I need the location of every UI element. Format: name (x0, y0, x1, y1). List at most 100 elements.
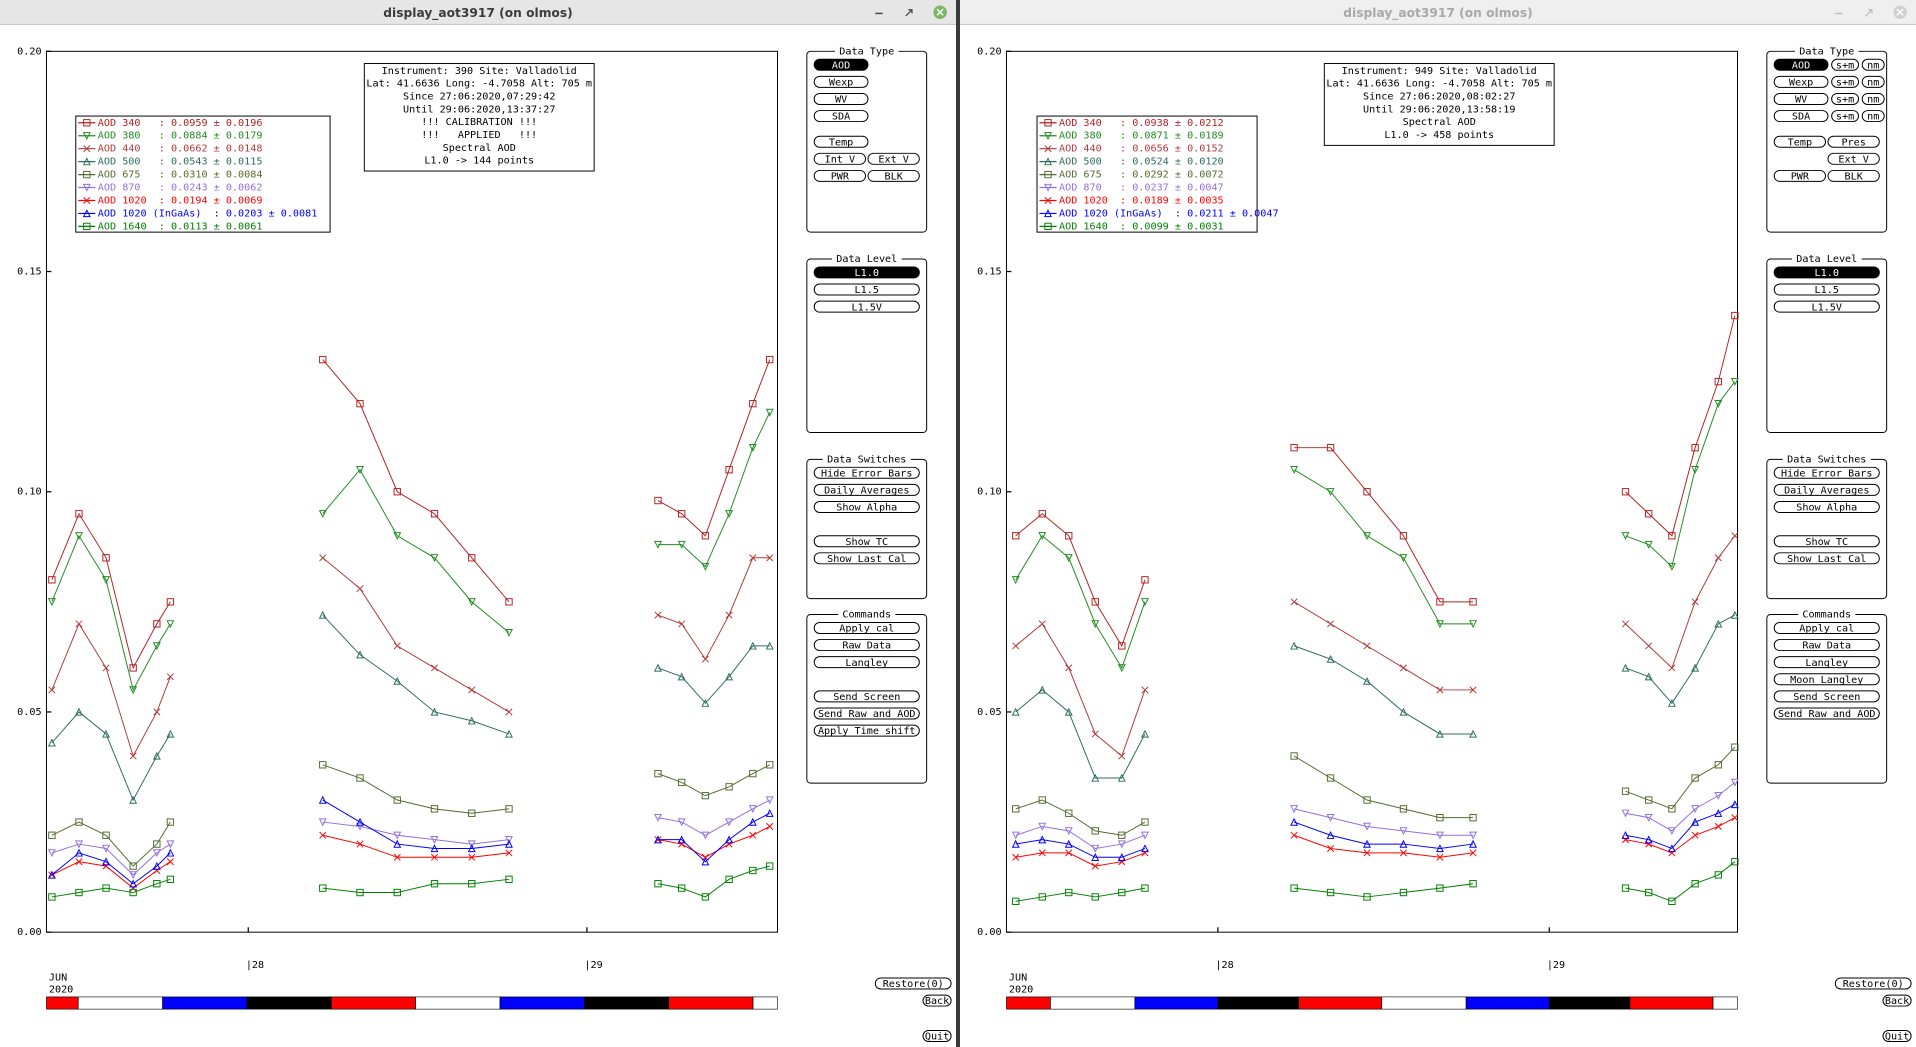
point-marker (1644, 835, 1653, 844)
button[interactable] (813, 690, 920, 703)
button[interactable] (1834, 977, 1912, 990)
point-marker (468, 554, 476, 562)
button[interactable] (813, 58, 869, 71)
button[interactable] (813, 300, 920, 313)
button[interactable] (1827, 152, 1880, 165)
point-marker (1290, 831, 1298, 839)
legend-label: AOD 1020 (InGaAs) : 0.0211 ± 0.0047 (1059, 208, 1279, 219)
button[interactable] (1773, 266, 1880, 279)
button[interactable] (813, 75, 869, 88)
button[interactable] (1773, 75, 1829, 88)
button[interactable] (1861, 75, 1885, 88)
button[interactable] (1773, 639, 1880, 652)
button-label: SDA (832, 112, 850, 123)
point-marker (1691, 598, 1699, 606)
button[interactable] (813, 483, 920, 496)
point-marker (1038, 532, 1047, 541)
button[interactable] (874, 977, 952, 990)
point-marker (129, 795, 138, 804)
button[interactable] (1773, 656, 1880, 669)
point-marker (153, 880, 161, 888)
point-marker (1038, 835, 1047, 844)
button[interactable] (813, 639, 920, 652)
point-marker (748, 641, 757, 650)
button[interactable] (867, 169, 920, 182)
point-marker (1290, 817, 1299, 826)
button[interactable] (1831, 75, 1860, 88)
maximize-button[interactable] (1865, 9, 1873, 17)
point-marker (725, 835, 734, 844)
point-marker (430, 707, 439, 716)
button-label: L1.0 (1815, 268, 1839, 279)
time-bar-segment (1465, 996, 1550, 1010)
button-label: Langley (845, 658, 888, 669)
button[interactable] (1773, 707, 1880, 720)
legend-marker (83, 222, 91, 231)
button-label: Restore(0) (883, 979, 944, 990)
button[interactable] (813, 621, 920, 634)
button[interactable] (1773, 58, 1829, 71)
button[interactable] (1773, 552, 1880, 565)
button[interactable] (1827, 135, 1880, 148)
button[interactable] (1773, 535, 1880, 548)
button[interactable] (922, 1030, 952, 1042)
point-marker (1644, 540, 1653, 549)
button[interactable] (813, 92, 869, 105)
point-marker (1141, 831, 1149, 840)
button[interactable] (1773, 110, 1829, 123)
button[interactable] (1773, 135, 1827, 148)
button[interactable] (1773, 673, 1880, 686)
button[interactable] (813, 656, 920, 669)
button-label: s+m (1836, 112, 1854, 123)
point-marker (505, 805, 513, 813)
point-marker (1731, 743, 1739, 751)
button[interactable] (813, 552, 920, 565)
maximize-button[interactable] (905, 9, 913, 17)
button[interactable] (1773, 92, 1829, 105)
button[interactable] (1773, 283, 1880, 296)
button[interactable] (813, 724, 920, 737)
button[interactable] (1861, 58, 1885, 71)
point-marker (1435, 729, 1444, 738)
button[interactable] (813, 283, 920, 296)
button[interactable] (813, 110, 869, 123)
button[interactable] (1773, 690, 1880, 703)
button[interactable] (813, 501, 920, 513)
button[interactable] (813, 266, 920, 279)
panel-title: Data Level (836, 254, 897, 265)
point-marker (1691, 774, 1699, 782)
button[interactable] (1831, 92, 1860, 105)
button[interactable] (1882, 994, 1912, 1007)
button[interactable] (1773, 169, 1827, 182)
button[interactable] (813, 466, 920, 479)
button[interactable] (813, 169, 867, 182)
button[interactable] (813, 535, 920, 548)
button[interactable] (1831, 110, 1860, 123)
series-line (51, 614, 770, 802)
button[interactable] (1861, 92, 1885, 105)
button[interactable] (867, 152, 920, 165)
button[interactable] (813, 135, 869, 148)
button[interactable] (1831, 58, 1860, 71)
button[interactable] (1773, 621, 1880, 634)
button[interactable] (922, 994, 952, 1007)
point-marker (393, 888, 401, 897)
x-tick-label: |29 (1547, 960, 1565, 971)
button-label: Raw Data (842, 641, 891, 652)
time-bar-segment (1712, 996, 1738, 1010)
button[interactable] (1773, 466, 1880, 479)
point-marker (1435, 620, 1444, 629)
point-marker (1038, 849, 1046, 857)
button[interactable] (1773, 501, 1880, 513)
point-marker (1691, 444, 1699, 452)
button[interactable] (1861, 110, 1885, 123)
button[interactable] (1773, 483, 1880, 496)
button[interactable] (813, 707, 920, 720)
button[interactable] (813, 152, 867, 165)
point-marker (1667, 562, 1676, 571)
button[interactable] (1773, 300, 1880, 313)
point-marker (677, 818, 686, 827)
point-marker (74, 532, 83, 541)
button[interactable] (1882, 1030, 1912, 1042)
button[interactable] (1827, 169, 1880, 182)
